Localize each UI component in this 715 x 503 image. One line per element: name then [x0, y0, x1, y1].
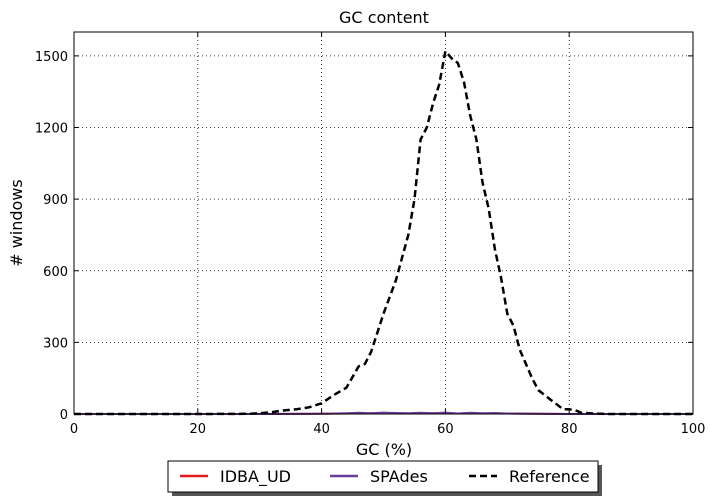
y-tick-label: 1500: [35, 50, 68, 65]
x-tick-label: 20: [190, 422, 207, 437]
legend-items: IDBA_UD SPAdes Reference: [180, 467, 590, 487]
chart-title: GC content: [339, 8, 429, 27]
series-layer: [74, 49, 693, 416]
legend-box: [167, 460, 599, 493]
x-axis-label: GC (%): [356, 440, 412, 459]
x-tick-label: 100: [681, 422, 706, 437]
legend-label: IDBA_UD: [220, 467, 291, 487]
legend: IDBA_UD SPAdes Reference: [167, 460, 602, 496]
y-tick-label: 1200: [35, 122, 68, 137]
y-tick-label: 300: [43, 336, 68, 351]
y-axis-label: # windows: [7, 179, 26, 267]
x-tick-label: 60: [437, 422, 454, 437]
x-tick-label: 0: [70, 422, 78, 437]
y-axis-ticks: 0 300 600 900 1200 1500: [35, 50, 693, 423]
y-tick-label: 900: [43, 193, 68, 208]
x-tick-label: 80: [561, 422, 578, 437]
plot-frame: [73, 31, 694, 415]
x-axis-ticks: 0 20 40 60 80 100: [70, 32, 706, 437]
y-tick-label: 0: [60, 408, 68, 423]
x-tick-label: 40: [313, 422, 330, 437]
legend-label: Reference: [509, 467, 590, 486]
series-line-reference: [74, 49, 693, 416]
legend-label: SPAdes: [370, 467, 428, 486]
grid-lines: [74, 32, 693, 414]
y-tick-label: 600: [43, 265, 68, 280]
